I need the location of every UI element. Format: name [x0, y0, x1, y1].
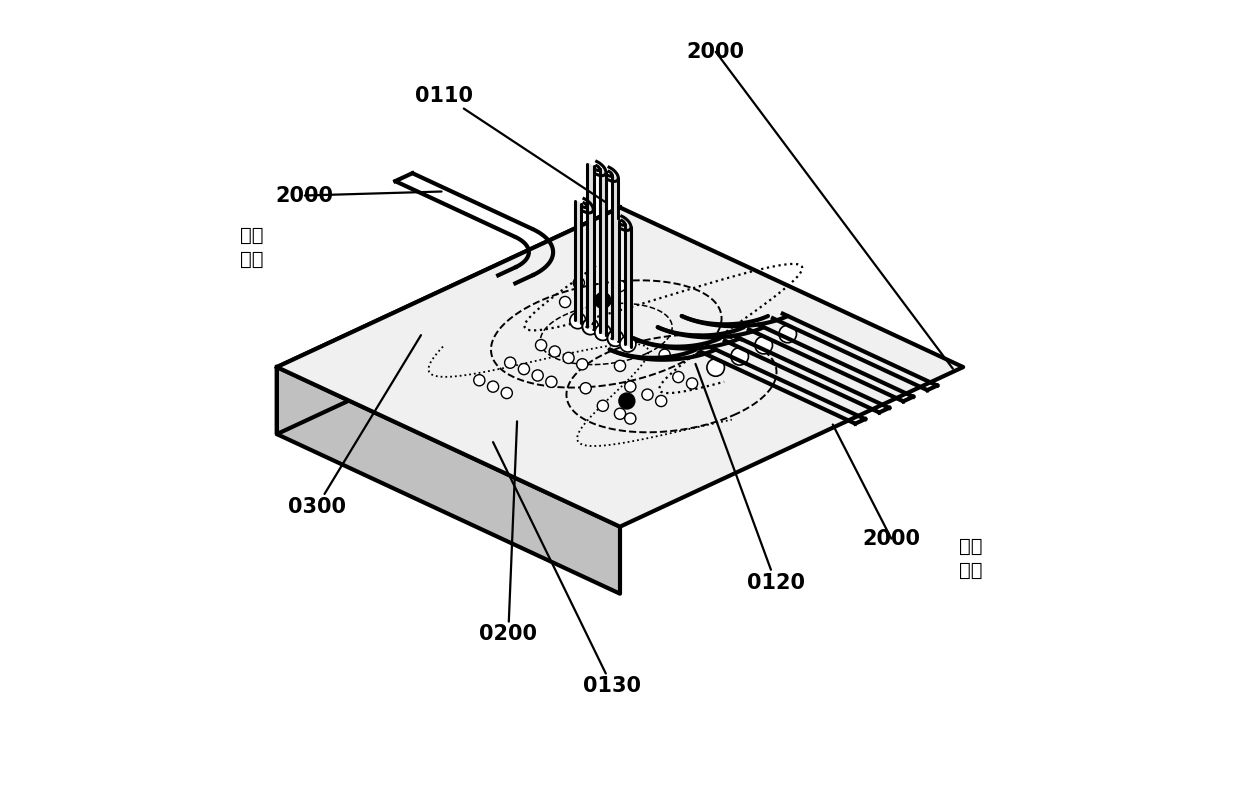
Circle shape — [642, 389, 653, 401]
Circle shape — [755, 337, 773, 354]
Circle shape — [687, 378, 698, 389]
Circle shape — [559, 296, 570, 307]
Polygon shape — [277, 207, 620, 434]
Text: 样品
出口: 样品 出口 — [960, 537, 983, 580]
Circle shape — [707, 359, 724, 377]
Text: 0110: 0110 — [415, 85, 606, 203]
Polygon shape — [879, 408, 889, 413]
Polygon shape — [588, 164, 594, 330]
Polygon shape — [600, 169, 606, 335]
Circle shape — [518, 364, 529, 375]
Circle shape — [598, 401, 609, 412]
Circle shape — [563, 353, 574, 364]
Text: 0120: 0120 — [696, 364, 805, 593]
Polygon shape — [613, 175, 619, 341]
Circle shape — [474, 375, 485, 386]
Circle shape — [595, 324, 611, 340]
Circle shape — [501, 388, 512, 399]
Circle shape — [570, 313, 585, 329]
Text: 样品
入口: 样品 入口 — [239, 226, 263, 269]
Circle shape — [656, 396, 667, 407]
Circle shape — [614, 281, 626, 292]
Circle shape — [658, 350, 670, 361]
Polygon shape — [903, 397, 913, 401]
Circle shape — [536, 340, 547, 351]
Polygon shape — [856, 419, 866, 424]
Circle shape — [608, 330, 624, 346]
Circle shape — [779, 326, 796, 343]
Circle shape — [673, 372, 684, 383]
Circle shape — [582, 318, 598, 334]
Polygon shape — [613, 219, 619, 341]
Circle shape — [614, 361, 626, 372]
Text: 2000: 2000 — [687, 41, 745, 62]
Text: 0130: 0130 — [494, 442, 641, 697]
Circle shape — [580, 383, 591, 394]
Text: 2000: 2000 — [275, 185, 334, 206]
Circle shape — [532, 370, 543, 381]
Circle shape — [614, 409, 626, 420]
Polygon shape — [600, 169, 606, 335]
Text: 2000: 2000 — [862, 528, 920, 549]
Polygon shape — [928, 385, 937, 390]
Circle shape — [625, 413, 636, 425]
Circle shape — [625, 381, 636, 393]
Circle shape — [546, 377, 557, 388]
Polygon shape — [625, 224, 631, 346]
Circle shape — [730, 348, 749, 365]
Circle shape — [583, 318, 599, 334]
Circle shape — [620, 336, 636, 352]
Polygon shape — [574, 201, 580, 323]
Polygon shape — [587, 207, 593, 329]
Circle shape — [608, 330, 624, 346]
Circle shape — [577, 359, 588, 370]
Circle shape — [595, 292, 611, 308]
Circle shape — [549, 346, 560, 358]
Polygon shape — [396, 173, 413, 181]
Text: 0300: 0300 — [288, 335, 420, 517]
Circle shape — [505, 358, 516, 369]
Circle shape — [573, 277, 584, 289]
Circle shape — [487, 381, 498, 393]
Polygon shape — [277, 207, 963, 527]
Text: 0200: 0200 — [480, 421, 537, 645]
Circle shape — [595, 324, 611, 340]
Circle shape — [619, 393, 635, 409]
Polygon shape — [277, 367, 620, 594]
